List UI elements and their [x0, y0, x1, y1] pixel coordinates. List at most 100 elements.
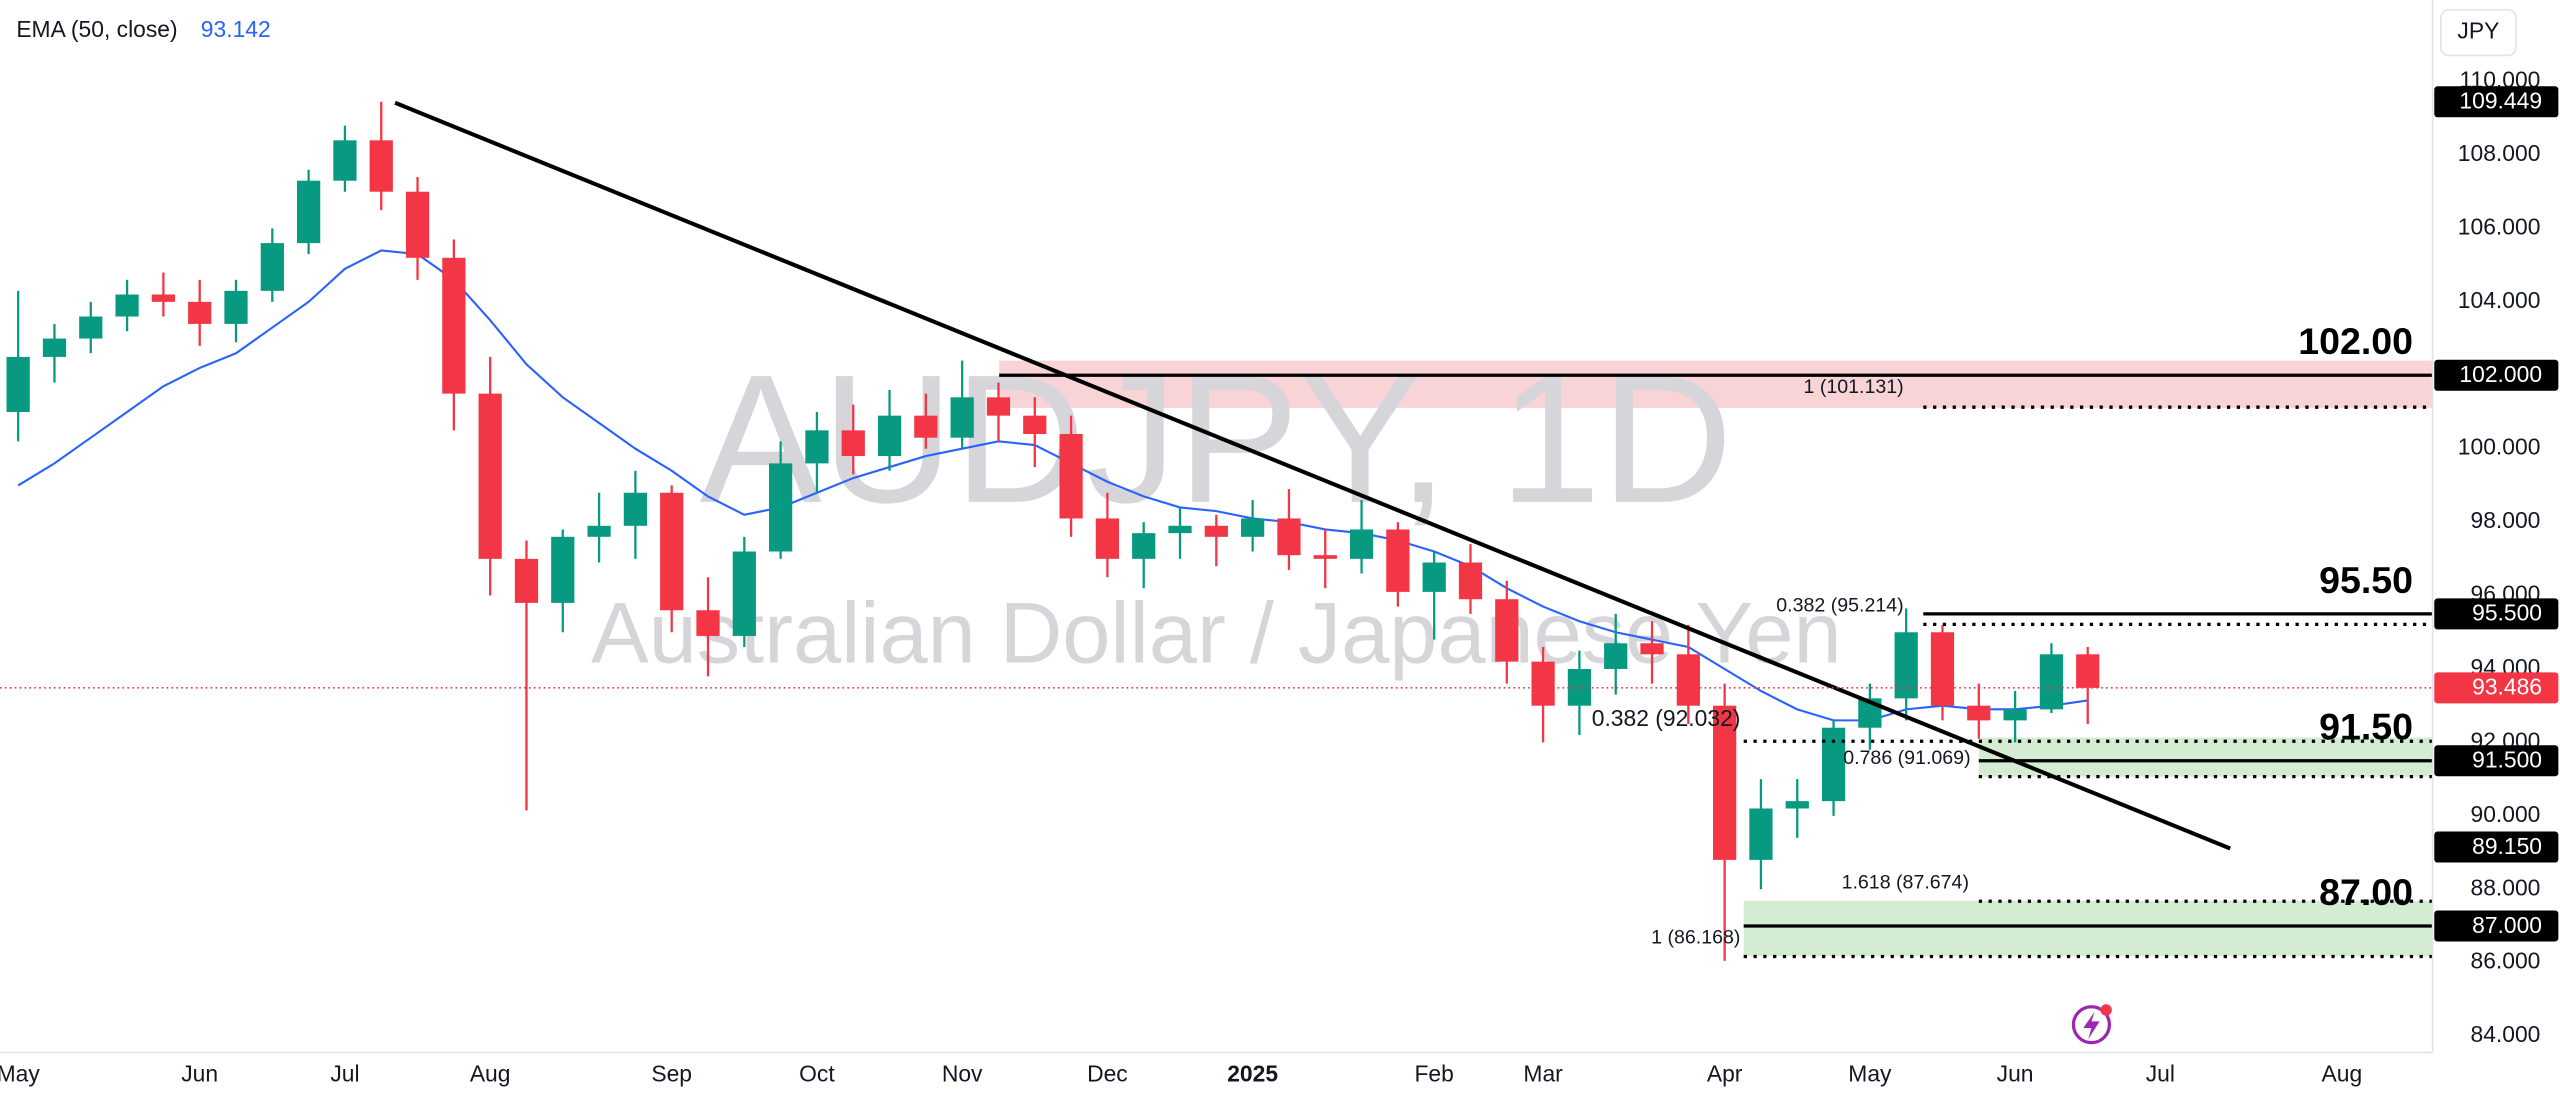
support-zone: [1743, 900, 2433, 957]
y-tick-label: 98.000: [2471, 507, 2541, 533]
x-tick-label: Jul: [2146, 1060, 2175, 1086]
x-tick-label: May: [0, 1060, 40, 1086]
candle-body: [1531, 661, 1555, 706]
y-tick-label: 90.000: [2471, 801, 2541, 827]
candle-body: [1023, 415, 1047, 435]
ema-line: [17, 249, 2088, 722]
x-tick-label: Aug: [2322, 1060, 2363, 1086]
price-tag-label: 102.000: [2459, 361, 2542, 387]
candle-body: [188, 301, 212, 324]
level-label: 91.50: [2319, 706, 2413, 748]
candle-body: [297, 180, 321, 244]
price-tag: [2434, 910, 2559, 942]
candle-body: [1930, 632, 1955, 706]
icon-bolt[interactable]: [2083, 1011, 2100, 1040]
candle-body: [986, 397, 1011, 416]
price-tag-label: 95.500: [2472, 600, 2542, 626]
candle-body: [1495, 599, 1519, 662]
candle-body: [1241, 518, 1265, 537]
y-tick-label: 108.000: [2458, 140, 2541, 166]
x-tick-label: 2025: [1227, 1060, 1278, 1086]
fib-label: 1.618 (87.674): [1842, 871, 1969, 893]
x-tick-label: Jun: [1997, 1060, 2034, 1086]
candle-body: [333, 140, 357, 181]
candle-body: [1168, 525, 1192, 534]
y-tick-label: 88.000: [2471, 874, 2541, 900]
candle-body: [587, 525, 611, 537]
candle-body: [442, 257, 466, 394]
candle-body: [1458, 562, 1483, 600]
app-icon[interactable]: [2071, 1004, 2112, 1045]
x-tick-label: Feb: [1414, 1060, 1453, 1086]
candle-body: [6, 356, 30, 412]
fib-label: 1 (86.168): [1651, 927, 1740, 949]
watermark-symbol: AUDJPY, 1D: [700, 337, 1733, 541]
candle-body: [805, 430, 829, 464]
candle-body: [405, 191, 430, 258]
candle-body: [660, 492, 684, 611]
price-tag: [2434, 86, 2559, 118]
x-tick-label: Jul: [330, 1060, 359, 1086]
price-tag: [2434, 598, 2559, 630]
candle-body: [1095, 518, 1120, 559]
y-tick-label: 104.000: [2458, 287, 2541, 313]
level-label: 95.50: [2319, 559, 2413, 601]
level-label: 102.00: [2298, 320, 2413, 362]
price-tag-label: 87.000: [2472, 912, 2542, 938]
candle-body: [1640, 643, 1664, 655]
candle-body: [950, 397, 974, 438]
candle-body: [1676, 654, 1700, 706]
candle-body: [841, 430, 865, 457]
candle-body: [2076, 654, 2100, 688]
icon-dot[interactable]: [2100, 1004, 2112, 1016]
x-tick-label: Mar: [1523, 1060, 1563, 1086]
candle-body: [1313, 555, 1337, 559]
candle-body: [1749, 808, 1773, 860]
candle-body: [224, 290, 248, 324]
candle-body: [1713, 705, 1737, 860]
candle-body: [260, 243, 284, 291]
candle-body: [151, 294, 176, 302]
y-tick-label: 84.000: [2471, 1021, 2541, 1047]
candle-body: [1277, 518, 1301, 556]
x-tick-label: Sep: [651, 1060, 692, 1086]
price-tag: [2434, 672, 2559, 704]
candle-body: [1967, 705, 1991, 721]
x-tick-label: Apr: [1707, 1060, 1743, 1086]
x-tick-label: Aug: [470, 1060, 511, 1086]
candle-body: [1785, 801, 1809, 809]
candle-body: [2003, 709, 2027, 721]
price-axis: 110.000108.000106.000104.000102.000100.0…: [2434, 67, 2559, 1047]
icon-ring[interactable]: [2071, 1005, 2112, 1045]
annotations: 102.00 95.50 91.50 87.00 1 (101.131) 0.382 (9…: [0, 320, 2433, 959]
candle-body: [79, 316, 103, 339]
plot: [6, 101, 2100, 961]
fib-label: 0.382 (95.214): [1776, 595, 1903, 617]
candle-body: [1059, 434, 1083, 519]
currency-label[interactable]: JPY: [2457, 18, 2499, 44]
candle-body: [1821, 727, 1846, 802]
x-tick-label: Dec: [1087, 1060, 1128, 1086]
candle-body: [1132, 533, 1156, 559]
candle-body: [732, 551, 756, 636]
price-tag-label: 91.500: [2472, 747, 2542, 773]
support-zone: [1978, 737, 2433, 777]
candle-body: [877, 415, 902, 457]
price-tag: [2434, 359, 2559, 391]
y-tick-label: 106.000: [2458, 213, 2541, 239]
zones: [999, 360, 2433, 957]
candle-body: [2039, 654, 2064, 710]
candle-body: [551, 536, 575, 603]
candle-body: [478, 393, 502, 559]
candle-body: [1204, 525, 1228, 537]
candle-body: [1567, 668, 1592, 706]
fib-label: 1 (101.131): [1804, 376, 1904, 398]
fib-label: 0.786 (91.069): [1843, 747, 1970, 769]
candle-body: [1386, 529, 1410, 592]
currency-button[interactable]: [2440, 8, 2517, 57]
fib-label: 0.382 (92.032): [1592, 705, 1741, 731]
y-tick-label: 100.000: [2458, 434, 2541, 460]
candle-body: [514, 558, 539, 603]
